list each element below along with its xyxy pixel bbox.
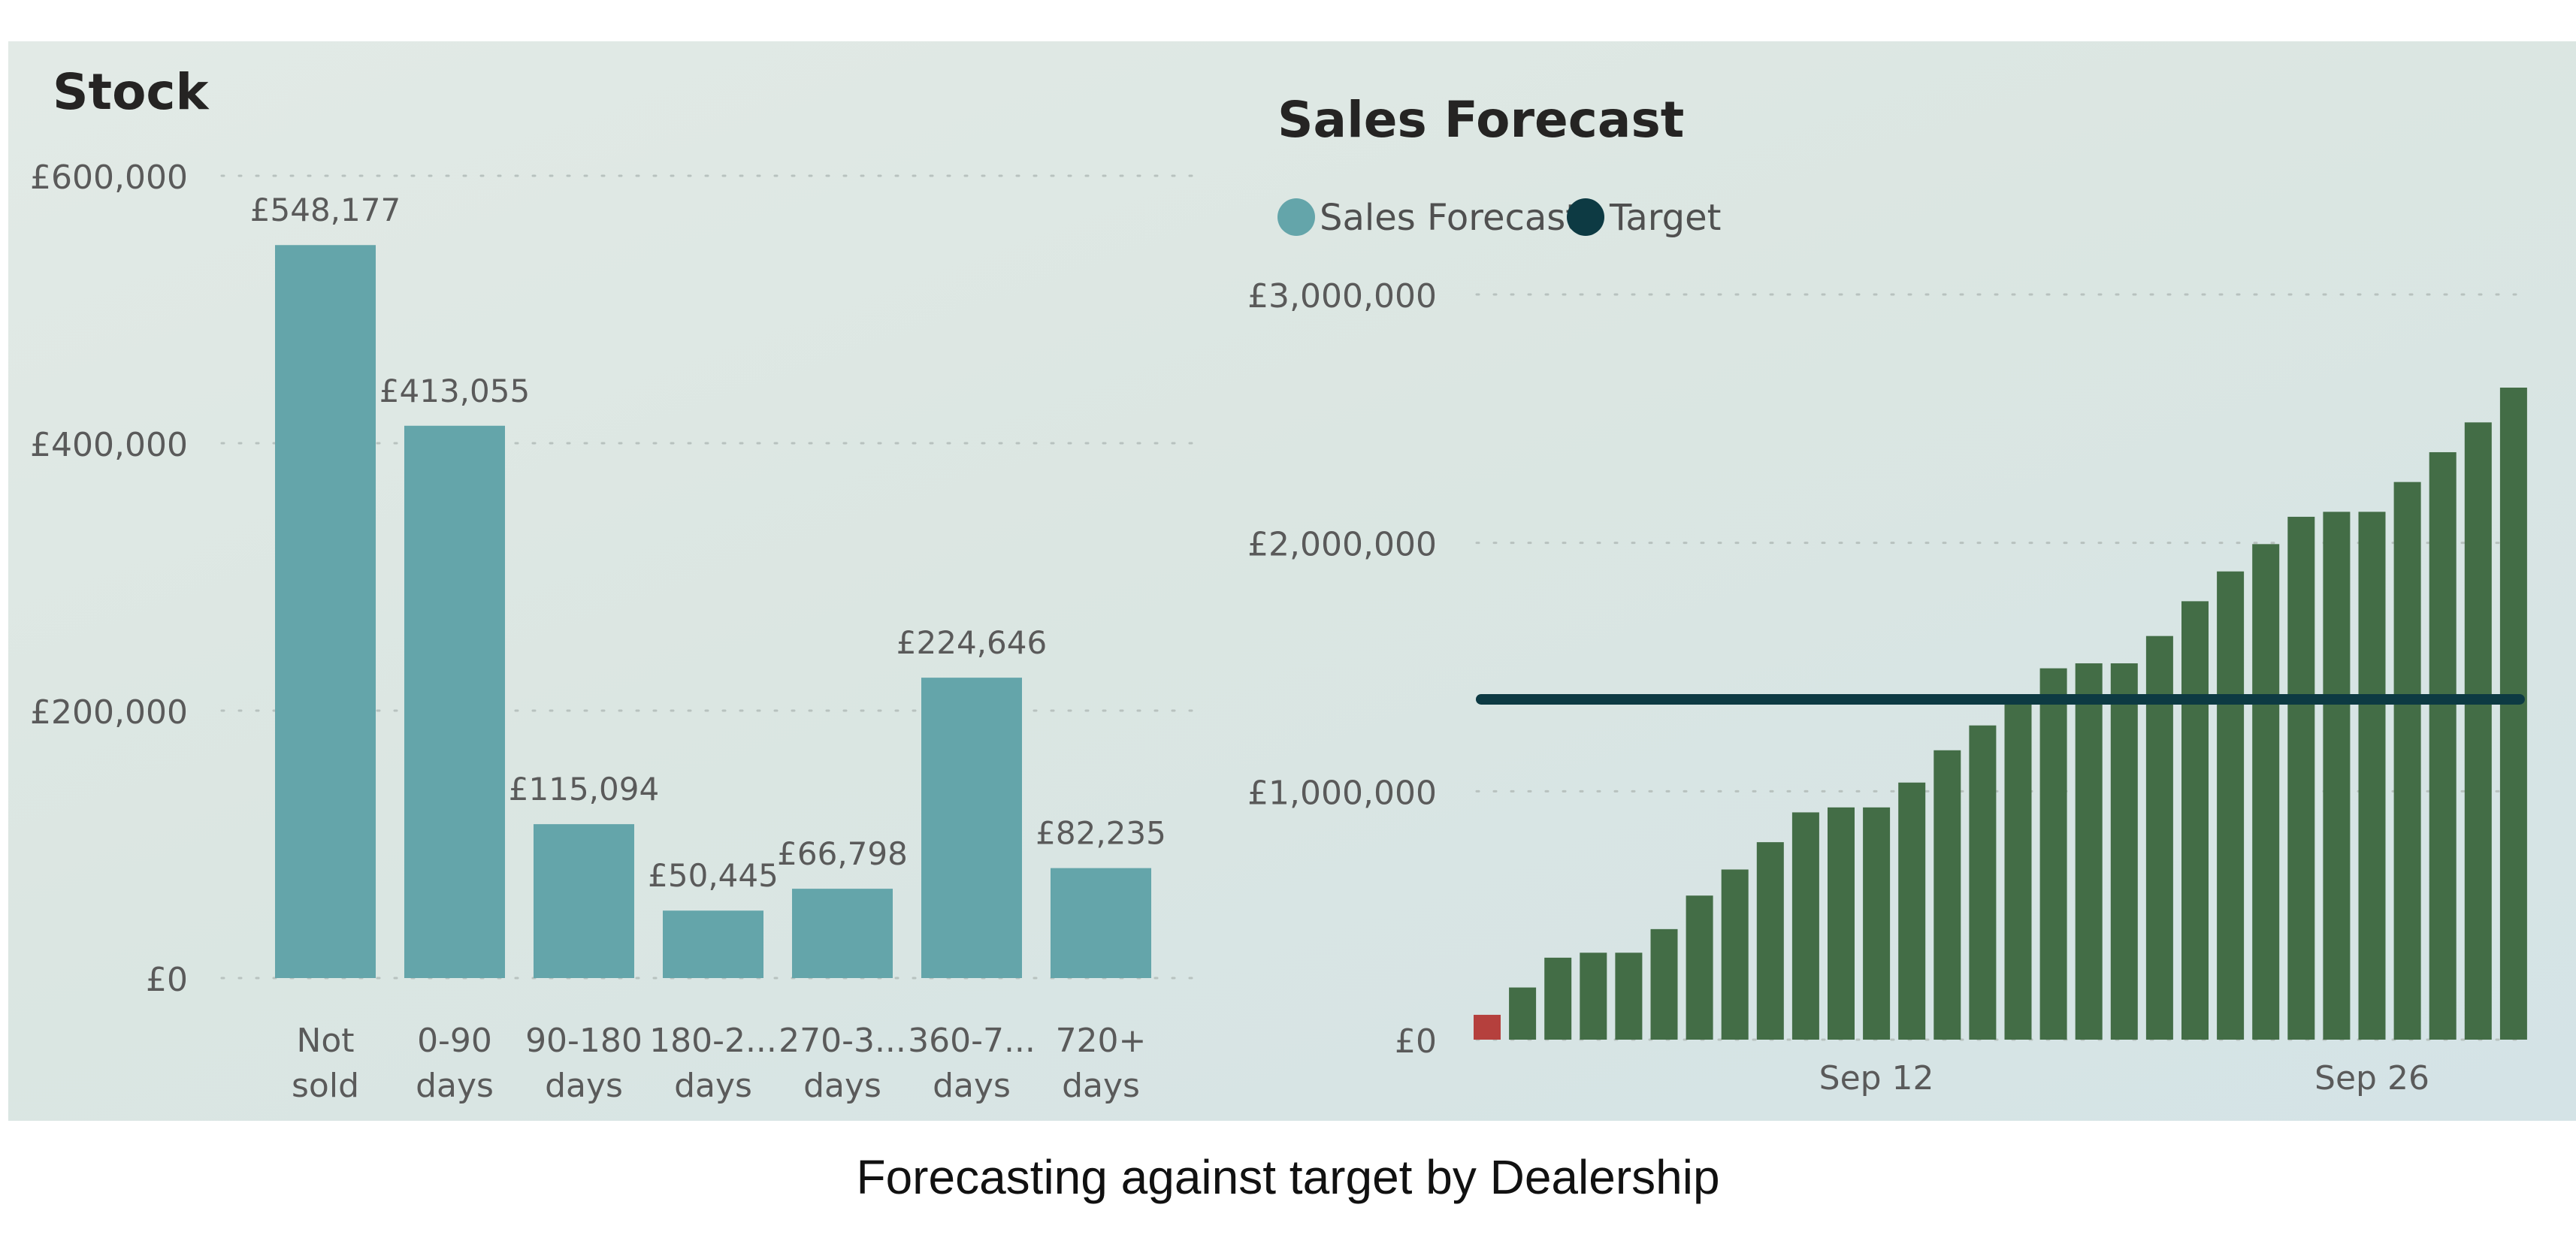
forecast-bar-2024-09-27 bbox=[2393, 482, 2421, 1040]
forecast-bar-2024-09-14 bbox=[1934, 750, 1961, 1040]
stock-x-tick-label: days bbox=[416, 1067, 494, 1105]
forecast-bar-2024-09-24 bbox=[2287, 516, 2315, 1040]
stock-x-tick-label: days bbox=[674, 1067, 752, 1105]
forecast-bar-2024-09-07 bbox=[1686, 895, 1713, 1040]
forecast-y-tick-label: £0 bbox=[1395, 1022, 1437, 1061]
stock-data-label: £224,646 bbox=[896, 624, 1047, 661]
stock-bar-270-3-days bbox=[792, 889, 893, 978]
stock-data-labels: £548,177 £413,055 £115,094 £50,445£66,798 £2… bbox=[250, 192, 1166, 894]
stock-gridlines bbox=[220, 174, 1200, 980]
forecast-bar-2024-09-17 bbox=[2039, 668, 2067, 1040]
stock-bar-0-90-days bbox=[404, 425, 505, 978]
forecast-bar-2024-09-12 bbox=[1863, 807, 1891, 1040]
forecast-x-tick-label: Sep 12 bbox=[1819, 1059, 1934, 1097]
stock-x-axis: Not sold 0-90 days 90-180 days 180-2... days 270… bbox=[292, 1022, 1146, 1105]
forecast-bar-2024-09-30 bbox=[2499, 388, 2527, 1040]
sales-forecast-legend[interactable]: Sales Forecast Target bbox=[1277, 197, 1722, 239]
forecast-bar-2024-09-28 bbox=[2429, 451, 2457, 1040]
stock-data-label: £115,094 bbox=[509, 771, 659, 808]
forecast-x-tick-label: Sep 26 bbox=[2314, 1059, 2429, 1097]
stock-x-tick-label: Not bbox=[296, 1022, 354, 1060]
forecast-bar-2024-09-16 bbox=[2004, 700, 2032, 1040]
sales-forecast-chart[interactable]: Sales Forecast Sales Forecast Target £3,… bbox=[1247, 91, 2527, 1097]
stock-x-tick-label: 270-3... bbox=[779, 1022, 906, 1060]
stock-data-label: £66,798 bbox=[777, 835, 908, 872]
legend-marker-sales-forecast bbox=[1277, 198, 1315, 236]
stock-chart[interactable]: Stock £600,000 £400,000 £200,000 £0 £548,17… bbox=[30, 63, 1200, 1105]
stock-y-tick-label: £200,000 bbox=[30, 693, 188, 732]
forecast-bar-2024-09-10 bbox=[1791, 812, 1819, 1040]
forecast-bar-2024-09-19 bbox=[2110, 663, 2138, 1040]
forecast-bar-2024-09-15 bbox=[1969, 725, 1997, 1040]
stock-x-tick-label: 360-7... bbox=[908, 1022, 1036, 1060]
charts-svg: Stock £600,000 £400,000 £200,000 £0 £548,17… bbox=[30, 63, 2527, 1105]
forecast-bar-2024-09-02 bbox=[1509, 987, 1537, 1040]
stock-data-label: £548,177 bbox=[250, 192, 401, 228]
stock-data-label: £82,235 bbox=[1036, 815, 1166, 852]
forecast-bar-2024-09-23 bbox=[2252, 544, 2280, 1040]
forecast-bar-2024-09-01 bbox=[1474, 1014, 1501, 1040]
forecast-bar-2024-09-06 bbox=[1650, 928, 1678, 1040]
stock-bar-90-180-days bbox=[534, 824, 634, 978]
stock-y-tick-label: £600,000 bbox=[30, 159, 188, 197]
stock-bar-not-sold bbox=[275, 245, 376, 978]
forecast-bar-2024-09-26 bbox=[2358, 512, 2386, 1040]
forecast-y-tick-label: £3,000,000 bbox=[1247, 277, 1437, 316]
footer-caption: Forecasting against target by Dealership bbox=[856, 1150, 1720, 1204]
forecast-bar-2024-09-03 bbox=[1544, 957, 1572, 1040]
forecast-bar-2024-09-21 bbox=[2181, 601, 2209, 1040]
forecast-bar-2024-09-13 bbox=[1898, 782, 1926, 1040]
stock-bar-360-7-days bbox=[921, 678, 1022, 978]
stock-x-tick-label: 180-2... bbox=[649, 1022, 777, 1060]
stock-x-tick-label: 90-180 bbox=[525, 1022, 642, 1060]
forecast-bar-2024-09-22 bbox=[2217, 571, 2245, 1040]
legend-label-sales-forecast: Sales Forecast bbox=[1320, 197, 1580, 239]
forecast-bar-2024-09-08 bbox=[1721, 869, 1749, 1040]
legend-marker-target bbox=[1567, 198, 1604, 236]
sales-forecast-x-axis: Sep 12 Sep 26 bbox=[1819, 1059, 2429, 1097]
forecast-bar-2024-09-25 bbox=[2323, 512, 2351, 1040]
stock-x-tick-label: days bbox=[803, 1067, 881, 1105]
forecast-bar-2024-09-05 bbox=[1615, 953, 1643, 1040]
forecast-bar-2024-09-11 bbox=[1828, 807, 1855, 1040]
stock-bar-720-days bbox=[1051, 868, 1151, 978]
sales-forecast-bars bbox=[1474, 388, 2527, 1040]
sales-forecast-y-axis: £3,000,000 £2,000,000 £1,000,000 £0 bbox=[1247, 277, 1437, 1061]
forecast-bar-2024-09-09 bbox=[1756, 842, 1784, 1040]
stock-x-tick-label: 0-90 bbox=[417, 1022, 492, 1060]
stock-x-tick-label: days bbox=[1062, 1067, 1140, 1105]
stock-y-tick-label: £0 bbox=[146, 961, 188, 999]
stock-data-label: £413,055 bbox=[379, 373, 530, 409]
stock-x-tick-label: days bbox=[933, 1067, 1011, 1105]
stock-bar-180-2-days bbox=[663, 910, 763, 978]
stock-data-label: £50,445 bbox=[648, 857, 779, 894]
legend-label-target: Target bbox=[1609, 197, 1722, 239]
stock-x-tick-label: 720+ bbox=[1056, 1022, 1147, 1060]
forecast-bar-2024-09-04 bbox=[1580, 953, 1607, 1040]
stock-x-tick-label: days bbox=[545, 1067, 623, 1105]
stock-x-tick-label: sold bbox=[292, 1067, 359, 1105]
stock-bars bbox=[275, 245, 1151, 978]
sales-forecast-title: Sales Forecast bbox=[1277, 91, 1684, 149]
forecast-y-tick-label: £2,000,000 bbox=[1247, 526, 1437, 564]
stock-y-tick-label: £400,000 bbox=[30, 426, 188, 464]
forecast-bar-2024-09-29 bbox=[2464, 422, 2492, 1040]
forecast-bar-2024-09-18 bbox=[2075, 663, 2103, 1040]
forecast-y-tick-label: £1,000,000 bbox=[1247, 774, 1437, 812]
stock-y-axis: £600,000 £400,000 £200,000 £0 bbox=[30, 159, 188, 999]
stock-chart-title: Stock bbox=[53, 63, 210, 121]
